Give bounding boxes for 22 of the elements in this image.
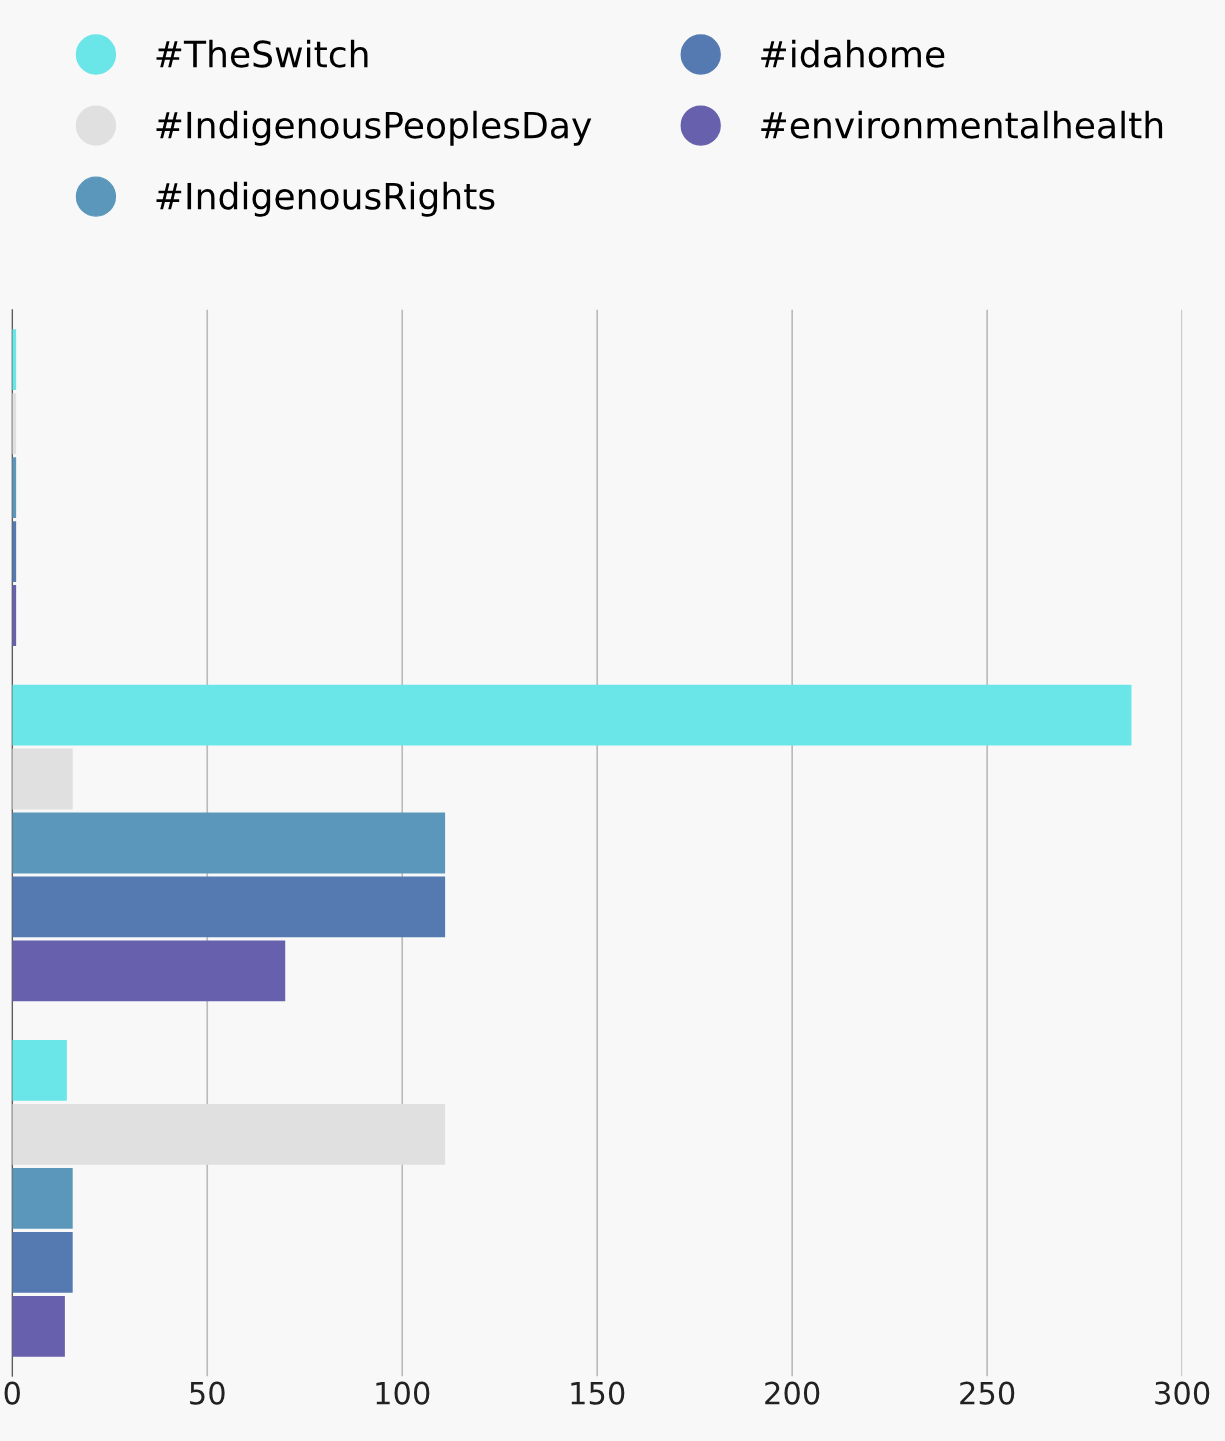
x-tick-label: 250 [960,1381,1015,1405]
legend-label: #IndigenousRights [156,181,495,217]
x-tick-label: 300 [1155,1381,1210,1405]
legend-label: #TheSwitch [156,39,368,68]
x-tick-label: 0 [4,1381,20,1405]
legend-label: #IndigenousPeoplesDay [156,110,592,146]
bar [12,1168,73,1229]
x-tick-label: 100 [376,1381,430,1405]
legend-label: #idahome [761,39,945,68]
bar [12,1040,67,1101]
bar [12,812,446,874]
x-tick-label: 150 [571,1381,625,1405]
bar [12,1296,65,1357]
bar [12,684,1132,746]
bar [12,748,73,810]
bar [12,1104,446,1165]
x-tick-label: 50 [190,1381,225,1405]
bar [12,876,446,938]
x-tick-label: 200 [765,1381,820,1405]
bar [12,1232,73,1293]
legend-label: #environmentalhealth [761,110,1163,139]
bar [12,940,286,1002]
